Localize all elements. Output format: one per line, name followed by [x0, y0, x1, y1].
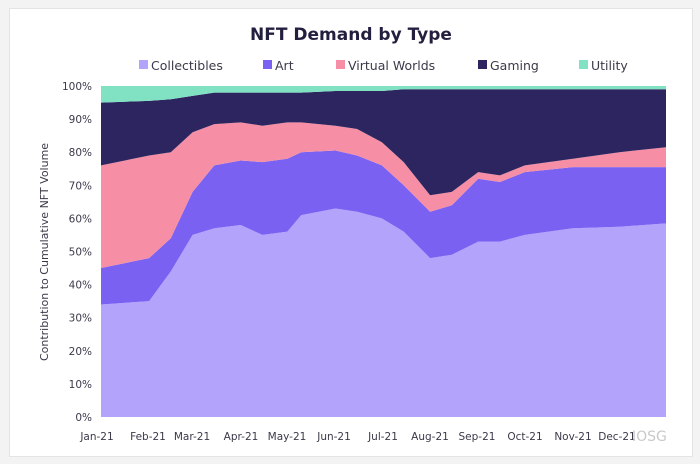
legend-swatch-gaming	[478, 60, 487, 69]
y-tick-label: 20%	[69, 346, 92, 358]
y-tick-label: 70%	[69, 180, 92, 192]
legend-label: Virtual Worlds	[348, 58, 435, 73]
legend-swatch-collectibles	[139, 60, 148, 69]
area-art	[101, 150, 666, 305]
x-tick-label: Nov-21	[554, 431, 591, 443]
legend-label: Utility	[591, 58, 628, 73]
area-utility	[101, 86, 666, 103]
y-tick-label: 50%	[69, 247, 92, 259]
legend-swatch-utility	[579, 60, 588, 69]
legend-label: Collectibles	[151, 58, 223, 73]
area-gaming	[101, 89, 666, 196]
y-tick-label: 40%	[69, 280, 92, 292]
y-tick-label: 60%	[69, 213, 92, 225]
y-tick-label: 90%	[69, 114, 92, 126]
x-axis-ticks: Jan-21 Feb-21 Mar-21 Apr-21 May-21 Jun-21 Jul-…	[79, 431, 635, 443]
y-tick-label: 100%	[62, 81, 92, 93]
y-axis-label: Contribution to Cumulative NFT Volume	[38, 143, 51, 361]
x-tick-label: Jul-21	[367, 431, 398, 443]
x-tick-label: Apr-21	[224, 431, 259, 443]
x-tick-label: Jan-21	[79, 431, 113, 443]
plot-areas	[101, 86, 666, 417]
legend: Collectibles Art Virtual Worlds Gaming Utili…	[139, 58, 628, 73]
watermark: IOSG	[632, 429, 667, 445]
chart-title: NFT Demand by Type	[250, 25, 452, 45]
x-tick-label: Jun-21	[316, 431, 351, 443]
x-tick-label: Sep-21	[459, 431, 496, 443]
x-tick-label: Mar-21	[174, 431, 210, 443]
x-tick-label: Aug-21	[411, 431, 449, 443]
y-axis-ticks: 0% 10% 20% 30% 40% 50% 60% 70% 80% 90% 100%	[62, 81, 92, 424]
x-tick-label: Dec-21	[598, 431, 635, 443]
x-tick-label: Oct-21	[507, 431, 542, 443]
x-tick-label: Feb-21	[130, 431, 166, 443]
area-collectibles	[101, 208, 666, 417]
legend-swatch-virtual-worlds	[336, 60, 345, 69]
y-tick-label: 80%	[69, 147, 92, 159]
legend-label: Gaming	[490, 58, 539, 73]
y-tick-label: 0%	[75, 412, 92, 424]
y-tick-label: 30%	[69, 313, 92, 325]
legend-label: Art	[275, 58, 294, 73]
y-tick-label: 10%	[69, 379, 92, 391]
x-tick-label: May-21	[268, 431, 307, 443]
area-virtual-worlds	[101, 122, 666, 269]
legend-swatch-art	[263, 60, 272, 69]
